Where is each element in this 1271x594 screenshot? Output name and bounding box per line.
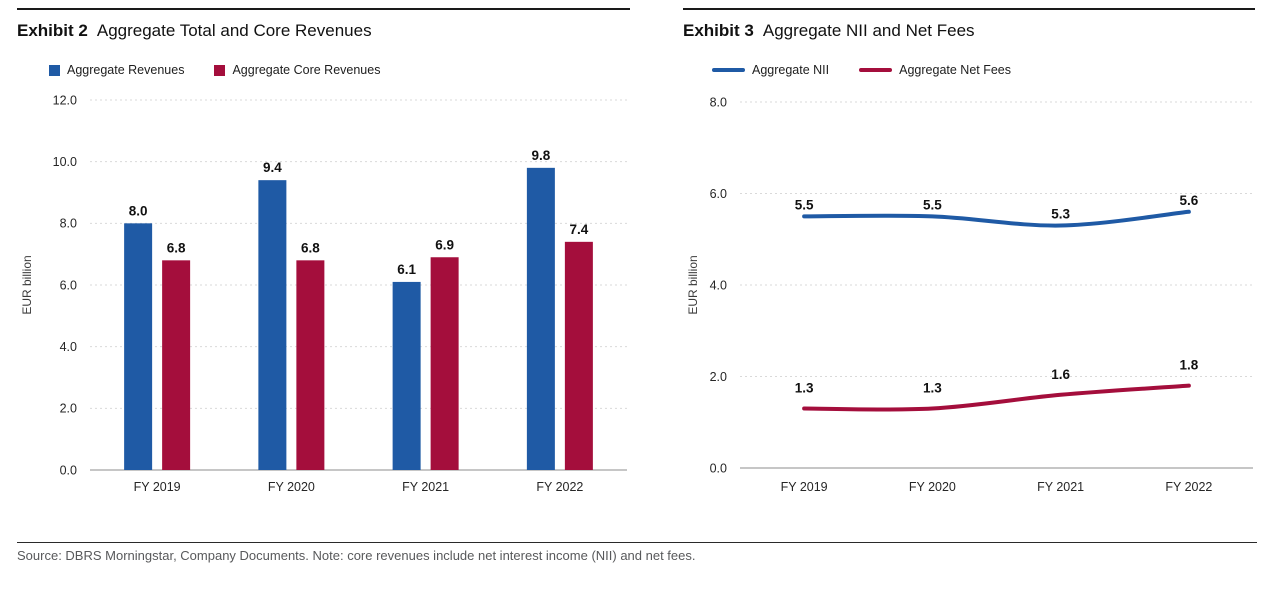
line-series [802, 383, 1191, 412]
legend-item: Aggregate Net Fees [859, 63, 1011, 77]
legend-swatch-square-crimson [214, 64, 226, 76]
exhibit2-title: Exhibit 2 Aggregate Total and Core Revenu… [17, 21, 372, 41]
x-tick-label: FY 2021 [402, 480, 449, 494]
exhibit2-legend: Aggregate Revenues Aggregate Core Revenu… [49, 63, 380, 77]
x-tick-label: FY 2022 [536, 480, 583, 494]
exhibit3-line-chart: 0.0 2.0 4.0 6.0 8.0 EUR billion FY 2019 FY 2020… [686, 95, 1253, 494]
bar-value-label: 6.8 [301, 240, 320, 255]
legend-item: Aggregate NII [712, 63, 829, 77]
line-series [802, 209, 1191, 228]
legend-label: Aggregate Revenues [67, 63, 185, 77]
y-axis-title: EUR billion [686, 255, 700, 314]
bar-value-label: 9.4 [263, 160, 282, 175]
legend-label: Aggregate NII [752, 63, 830, 77]
exhibit3-label: Exhibit 3 [683, 21, 754, 40]
x-tick-label: FY 2019 [781, 480, 828, 494]
x-tick-label: FY 2020 [268, 480, 315, 494]
bar [162, 260, 191, 470]
legend-item: Aggregate Revenues [49, 63, 184, 77]
bar-value-label: 6.8 [167, 240, 186, 255]
legend-swatch-line-blue [712, 68, 745, 72]
point-value-label: 1.3 [795, 381, 814, 396]
bar [392, 281, 421, 470]
bar-value-label: 6.1 [397, 262, 416, 277]
exhibit2-top-rule [17, 8, 630, 10]
point-value-label: 1.3 [923, 381, 942, 396]
bar-value-label: 6.9 [435, 237, 454, 252]
y-tick-label: 2.0 [710, 370, 727, 384]
x-tick-label: FY 2020 [909, 480, 956, 494]
x-tick-label: FY 2022 [1165, 480, 1212, 494]
legend-swatch-line-crimson [859, 68, 893, 72]
exhibit3-top-rule [683, 8, 1255, 10]
legend-label: Aggregate Net Fees [899, 63, 1012, 77]
bar [296, 260, 325, 470]
legend-label: Aggregate Core Revenues [232, 63, 381, 77]
y-tick-label: 10.0 [53, 155, 77, 169]
y-tick-label: 8.0 [60, 217, 77, 231]
legend-item: Aggregate Core Revenues [214, 63, 380, 77]
exhibit3-subtitle: Aggregate NII and Net Fees [762, 21, 975, 40]
exhibit2-label: Exhibit 2 [17, 21, 88, 40]
point-value-label: 5.3 [1051, 207, 1070, 222]
y-tick-label: 12.0 [53, 93, 77, 107]
y-tick-label: 8.0 [710, 95, 727, 109]
y-tick-label: 0.0 [60, 463, 77, 477]
bar [258, 180, 287, 470]
point-value-label: 5.5 [923, 197, 942, 212]
x-tick-label: FY 2019 [134, 480, 181, 494]
y-axis-title: EUR billion [20, 255, 34, 314]
exhibit2-subtitle: Aggregate Total and Core Revenues [96, 21, 372, 40]
y-tick-label: 0.0 [710, 461, 727, 475]
point-value-label: 1.6 [1051, 367, 1070, 382]
bar [564, 241, 593, 470]
point-value-label: 1.8 [1179, 358, 1198, 373]
bar-value-label: 7.4 [569, 222, 588, 237]
exhibit2-bar-chart: 0.0 2.0 4.0 6.0 8.0 10.0 12.0 EUR billion FY 201… [20, 93, 627, 494]
x-tick-label: FY 2021 [1037, 480, 1084, 494]
y-tick-label: 4.0 [710, 278, 727, 292]
y-tick-label: 2.0 [60, 402, 77, 416]
bar [430, 257, 459, 470]
point-value-label: 5.5 [795, 197, 814, 212]
exhibit3-title: Exhibit 3 Aggregate NII and Net Fees [683, 21, 975, 41]
bar-value-label: 9.8 [531, 148, 550, 163]
footer-divider [17, 542, 1257, 543]
exhibit3-legend: Aggregate NII Aggregate Net Fees [712, 63, 1011, 77]
bar-value-label: 8.0 [129, 203, 148, 218]
source-note: Source: DBRS Morningstar, Company Docume… [17, 548, 696, 563]
point-value-label: 5.6 [1179, 193, 1198, 208]
y-tick-label: 4.0 [60, 340, 77, 354]
legend-swatch-square-blue [49, 64, 60, 76]
y-tick-label: 6.0 [710, 187, 727, 201]
y-tick-label: 6.0 [60, 278, 77, 292]
bar [526, 167, 555, 470]
bar [124, 223, 153, 470]
